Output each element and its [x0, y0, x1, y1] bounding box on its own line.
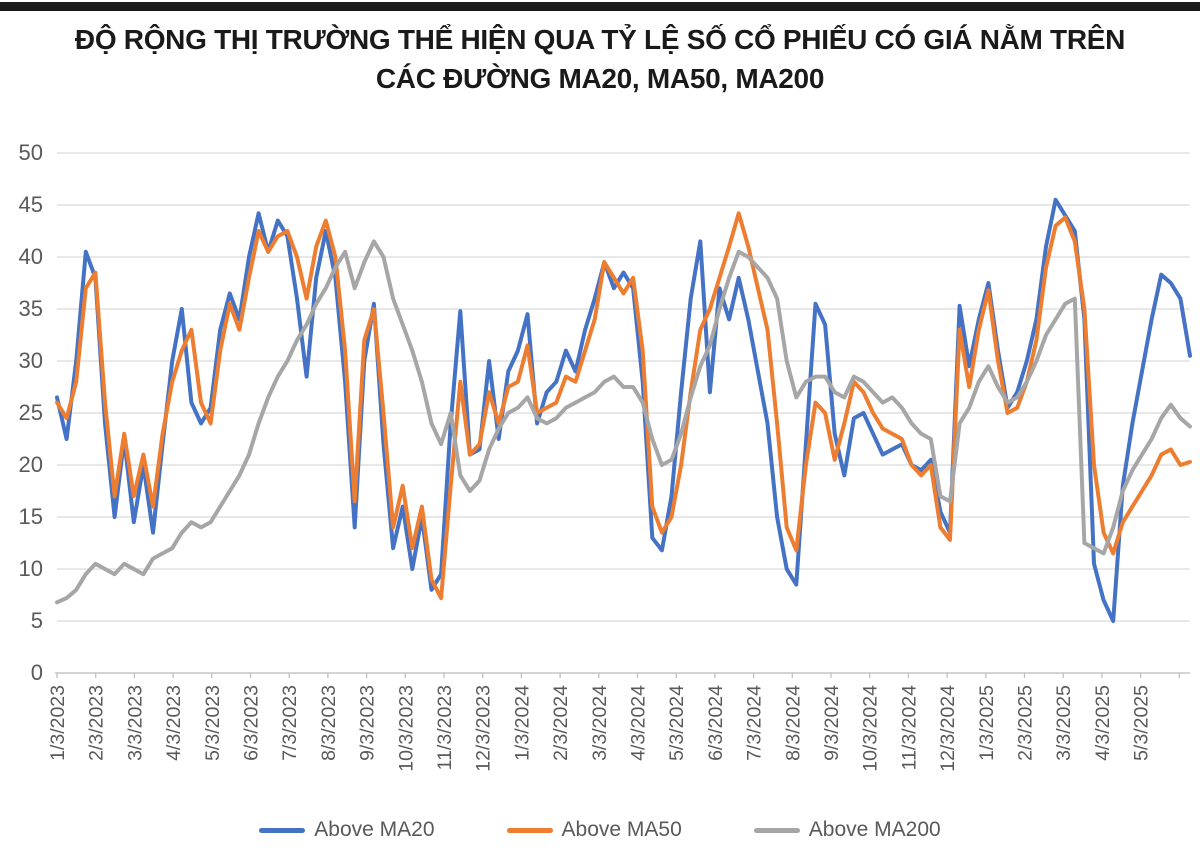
chart-title: ĐỘ RỘNG THỊ TRƯỜNG THỂ HIỆN QUA TỶ LỆ SỐ…: [0, 20, 1200, 98]
x-tick-label-6-3-2023: 6/3/2023: [241, 685, 263, 761]
x-tick-label-6-3-2024: 6/3/2024: [705, 685, 727, 761]
y-axis: 0 5 10 15 20 25 30 35 40 45 50: [19, 140, 43, 685]
x-tick-label-2-3-2025: 2/3/2025: [1015, 685, 1037, 761]
x-tick-label-3-3-2024: 3/3/2024: [589, 685, 611, 761]
x-tick-label-8-3-2023: 8/3/2023: [318, 685, 340, 761]
y-tick-label-15: 15: [19, 504, 43, 529]
y-tick-label-30: 30: [19, 348, 43, 373]
chart-title-line2: CÁC ĐƯỜNG MA20, MA50, MA200: [375, 63, 825, 94]
chart-title-line1: ĐỘ RỘNG THỊ TRƯỜNG THỂ HIỆN QUA TỶ LỆ SỐ…: [74, 24, 1126, 55]
y-tick-label-25: 25: [19, 400, 43, 425]
x-tick-label-5-3-2024: 5/3/2024: [666, 685, 688, 761]
x-tick-label-11-3-2024: 11/3/2024: [898, 685, 920, 770]
gridlines: [57, 152, 1190, 674]
series-line-above-ma50: [55, 211, 1192, 601]
x-tick-label-12-3-2024: 12/3/2024: [937, 685, 959, 772]
x-tick-label-1-3-2024: 1/3/2024: [511, 685, 533, 761]
legend-swatch-above-ma20: [259, 827, 306, 833]
x-tick-label-5-3-2023: 5/3/2023: [202, 685, 224, 761]
legend-swatch-above-ma50: [506, 827, 553, 833]
x-tick-label-1-3-2023: 1/3/2023: [47, 685, 69, 761]
x-tick-label-12-3-2023: 12/3/2023: [473, 685, 495, 772]
x-tick-label-3-3-2025: 3/3/2025: [1053, 685, 1075, 761]
y-tick-label-35: 35: [19, 296, 43, 321]
legend-item-above-ma200: Above MA200: [753, 818, 941, 842]
legend-label-above-ma50: Above MA50: [561, 818, 682, 841]
top-accent-bar: [0, 2, 1200, 11]
x-tick-label-9-3-2024: 9/3/2024: [821, 685, 843, 761]
x-tick-label-5-3-2025: 5/3/2025: [1131, 685, 1153, 761]
x-tick-label-3-3-2023: 3/3/2023: [124, 685, 146, 761]
x-tick-label-2-3-2023: 2/3/2023: [86, 685, 108, 761]
x-tick-label-11-3-2023: 11/3/2023: [434, 685, 456, 770]
legend-label-above-ma200: Above MA200: [808, 818, 941, 841]
x-tick-label-10-3-2023: 10/3/2023: [395, 685, 417, 772]
legend-label-above-ma20: Above MA20: [314, 818, 435, 841]
x-tick-label-4-3-2023: 4/3/2023: [163, 685, 185, 761]
x-tick-label-7-3-2023: 7/3/2023: [279, 685, 301, 761]
y-tick-label-5: 5: [31, 608, 43, 633]
legend-item-above-ma20: Above MA20: [259, 818, 435, 842]
legend-item-above-ma50: Above MA50: [506, 818, 682, 842]
y-tick-label-45: 45: [19, 192, 43, 217]
legend: Above MA20 Above MA50 Above MA200: [0, 818, 1200, 842]
y-tick-label-40: 40: [19, 244, 43, 269]
series-line-above-ma200: [55, 239, 1192, 605]
x-tick-label-1-3-2025: 1/3/2025: [976, 685, 998, 761]
x-tick-label-10-3-2024: 10/3/2024: [860, 685, 882, 772]
x-tick-label-9-3-2023: 9/3/2023: [357, 685, 379, 761]
x-tick-label-8-3-2024: 8/3/2024: [782, 685, 804, 761]
legend-swatch-above-ma200: [753, 827, 800, 833]
series-lines: [55, 197, 1192, 623]
x-tick-label-4-3-2025: 4/3/2025: [1092, 685, 1114, 761]
x-tick-label-2-3-2024: 2/3/2024: [550, 685, 572, 761]
series-line-above-ma20: [55, 197, 1192, 623]
y-tick-label-50: 50: [19, 140, 43, 165]
x-axis: 1/3/2023 2/3/2023 3/3/2023 4/3/2023 5/3/2023…: [47, 672, 1190, 772]
y-tick-label-10: 10: [19, 556, 43, 581]
x-tick-label-4-3-2024: 4/3/2024: [628, 685, 650, 761]
x-tick-label-7-3-2024: 7/3/2024: [744, 685, 766, 761]
y-tick-label-20: 20: [19, 452, 43, 477]
y-tick-label-0: 0: [31, 660, 43, 685]
